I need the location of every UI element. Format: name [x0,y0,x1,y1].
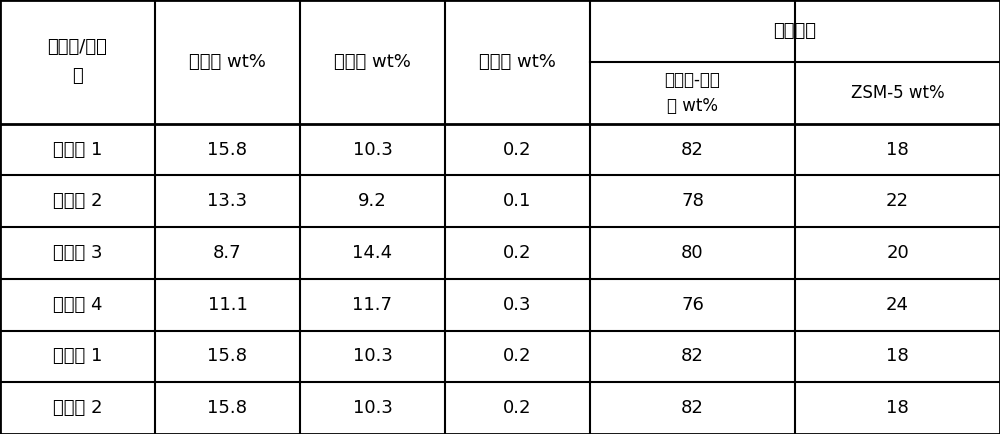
Text: 0.2: 0.2 [503,244,532,262]
Text: 15.8: 15.8 [207,348,247,365]
Text: 实施例 1: 实施例 1 [53,141,102,158]
Text: 18: 18 [886,141,909,158]
Text: 24: 24 [886,296,909,314]
Text: 0.3: 0.3 [503,296,532,314]
Text: 实施例 3: 实施例 3 [53,244,102,262]
Text: 0.2: 0.2 [503,141,532,158]
Text: 9.2: 9.2 [358,192,387,210]
Text: 76: 76 [681,296,704,314]
Text: 11.7: 11.7 [352,296,392,314]
Text: 实施例/对比
例: 实施例/对比 例 [48,38,107,85]
Text: 11.1: 11.1 [208,296,247,314]
Text: 82: 82 [681,348,704,365]
Text: 15.8: 15.8 [207,399,247,417]
Text: ZSM-5 wt%: ZSM-5 wt% [851,84,944,102]
Text: 对比例 1: 对比例 1 [53,348,102,365]
Text: 20: 20 [886,244,909,262]
Text: 8.7: 8.7 [213,244,242,262]
Text: 18: 18 [886,348,909,365]
Text: 82: 82 [681,141,704,158]
Text: 78: 78 [681,192,704,210]
Text: 氧化硅-氧化
铝 wt%: 氧化硅-氧化 铝 wt% [665,71,720,115]
Text: 0.1: 0.1 [503,192,532,210]
Text: 氧化钼 wt%: 氧化钼 wt% [189,53,266,71]
Text: 氧化镁 wt%: 氧化镁 wt% [479,53,556,71]
Text: 实施例 2: 实施例 2 [53,192,102,210]
Text: 22: 22 [886,192,909,210]
Text: 10.3: 10.3 [353,348,392,365]
Text: 80: 80 [681,244,704,262]
Text: 10.3: 10.3 [353,141,392,158]
Text: 10.3: 10.3 [353,399,392,417]
Text: 复合载体: 复合载体 [773,22,816,40]
Text: 82: 82 [681,399,704,417]
Text: 0.2: 0.2 [503,399,532,417]
Text: 对比例 2: 对比例 2 [53,399,102,417]
Text: 18: 18 [886,399,909,417]
Text: 13.3: 13.3 [207,192,248,210]
Text: 15.8: 15.8 [207,141,247,158]
Text: 14.4: 14.4 [352,244,393,262]
Text: 氧化镍 wt%: 氧化镍 wt% [334,53,411,71]
Text: 实施例 4: 实施例 4 [53,296,102,314]
Text: 0.2: 0.2 [503,348,532,365]
